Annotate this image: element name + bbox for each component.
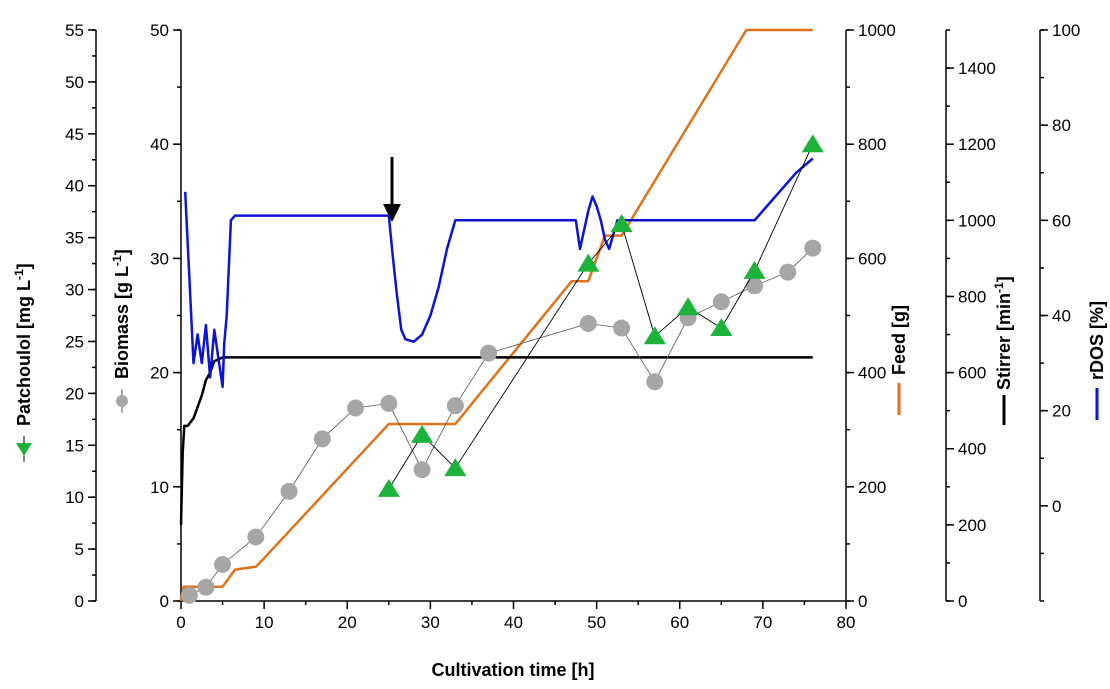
biomass-point — [347, 399, 365, 417]
biomass-point — [613, 319, 631, 337]
stirrer-tick-label: 800 — [958, 287, 986, 306]
biomass-axis-title-group: Biomass [g L-1] — [110, 249, 132, 413]
x-tick-label: 80 — [837, 613, 856, 632]
x-axis-title: Cultivation time [h] — [432, 660, 595, 680]
x-tick-label: 30 — [421, 613, 440, 632]
feed-tick-label: 600 — [858, 249, 886, 268]
biomass-point — [214, 555, 232, 573]
x-tick-label: 60 — [670, 613, 689, 632]
patchoulol-tick-label: 10 — [65, 488, 84, 507]
biomass-tick-label: 40 — [150, 135, 169, 154]
patchoulol-legend-marker — [16, 443, 32, 456]
patchoulol-point — [643, 326, 666, 345]
rdos-tick-label: 0 — [1052, 497, 1061, 516]
biomass-point — [280, 482, 298, 500]
biomass-point — [480, 344, 498, 362]
feed-tick-label: 800 — [858, 135, 886, 154]
patchoulol-tick-label: 5 — [75, 540, 84, 559]
feed-line — [179, 28, 813, 602]
rdos-tick-label: 80 — [1052, 116, 1071, 135]
biomass-point — [579, 314, 597, 332]
biomass-axis-title: Biomass [g L-1] — [110, 249, 132, 379]
rdos-axis-title: rDOS [%] — [1087, 301, 1107, 380]
patchoulol-point — [577, 253, 600, 272]
biomass-point — [746, 277, 764, 295]
patchoulol-tick-label: 50 — [65, 73, 84, 92]
patchoulol-tick-label: 45 — [65, 125, 84, 144]
biomass-point — [413, 461, 431, 479]
biomass-point — [804, 239, 822, 257]
patchoulol-point — [411, 424, 434, 443]
biomass-point — [180, 586, 198, 604]
event-arrow-head — [383, 204, 401, 222]
stirrer-tick-label: 1000 — [958, 211, 996, 230]
rdos-line — [183, 157, 814, 389]
x-tick-label: 20 — [338, 613, 357, 632]
biomass-tick-label: 20 — [150, 364, 169, 383]
annotation-layer — [383, 157, 401, 222]
patchoulol-axis-title: Patchoulol [mg L-1] — [12, 263, 34, 426]
biomass-point — [247, 528, 265, 546]
patchoulol-point — [801, 134, 824, 153]
rdos-tick-label: 60 — [1052, 211, 1071, 230]
patchoulol-tick-label: 20 — [65, 384, 84, 403]
biomass-point — [646, 373, 664, 391]
biomass-tick-label: 0 — [160, 592, 169, 611]
x-tick-label: 10 — [255, 613, 274, 632]
axis-labels-layer: Cultivation time [h] Patchoulol [mg L-1] B… — [12, 249, 1107, 680]
patchoulol-tick-label: 0 — [75, 592, 84, 611]
rdos-tick-label: 100 — [1052, 21, 1080, 40]
biomass-tick-label: 10 — [150, 478, 169, 497]
biomass-legend-marker — [116, 395, 128, 407]
biomass-tick-label: 30 — [150, 249, 169, 268]
biomass-point — [779, 263, 797, 281]
biomass-point — [712, 293, 730, 311]
stirrer-tick-label: 1200 — [958, 135, 996, 154]
feed-tick-label: 200 — [858, 478, 886, 497]
biomass-point — [446, 397, 464, 415]
patchoulol-tick-label: 40 — [65, 177, 84, 196]
stirrer-tick-label: 400 — [958, 440, 986, 459]
patchoulol-axis-title-group: Patchoulol [mg L-1] — [12, 263, 34, 462]
stirrer-tick-label: 600 — [958, 364, 986, 383]
patchoulol-tick-label: 35 — [65, 229, 84, 248]
x-tick-label: 50 — [587, 613, 606, 632]
patchoulol-point — [710, 317, 733, 336]
patchoulol-tick-label: 30 — [65, 281, 84, 300]
x-tick-label: 70 — [753, 613, 772, 632]
stirrer-tick-label: 200 — [958, 516, 986, 535]
stirrer-tick-label: 1400 — [958, 59, 996, 78]
patchoulol-point — [677, 297, 700, 316]
patchoulol-tick-label: 55 — [65, 21, 84, 40]
patchoulol-point — [743, 260, 766, 279]
x-tick-label: 40 — [504, 613, 523, 632]
feed-tick-label: 0 — [858, 592, 867, 611]
feed-tick-label: 400 — [858, 364, 886, 383]
stirrer-axis-title-group: Stirrer [min-1] — [992, 276, 1014, 425]
feed-tick-label: 1000 — [858, 21, 896, 40]
patchoulol-point — [377, 478, 400, 497]
biomass-point — [380, 394, 398, 412]
biomass-tick-label: 50 — [150, 21, 169, 40]
patchoulol-tick-label: 15 — [65, 436, 84, 455]
rdos-tick-label: 40 — [1052, 307, 1071, 326]
feed-axis-title-group: Feed [g] — [889, 305, 909, 415]
patchoulol-tick-label: 25 — [65, 332, 84, 351]
patchoulol-connector-line — [388, 144, 814, 490]
rdos-tick-label: 20 — [1052, 402, 1071, 421]
stirrer-line — [179, 356, 813, 525]
patchoulol-point — [444, 458, 467, 477]
stirrer-axis-title: Stirrer [min-1] — [992, 276, 1014, 390]
biomass-point — [313, 430, 331, 448]
series-layer — [179, 28, 824, 604]
feed-axis-title: Feed [g] — [889, 305, 909, 375]
biomass-point — [197, 578, 215, 596]
rdos-axis-title-group: rDOS [%] — [1087, 301, 1107, 420]
patchoulol-point — [610, 214, 633, 233]
stirrer-tick-label: 0 — [958, 592, 967, 611]
x-tick-label: 0 — [176, 613, 185, 632]
axes-layer: 0 10 20 30 40 50 60 70 8005101520253035404550550… — [65, 21, 1080, 632]
